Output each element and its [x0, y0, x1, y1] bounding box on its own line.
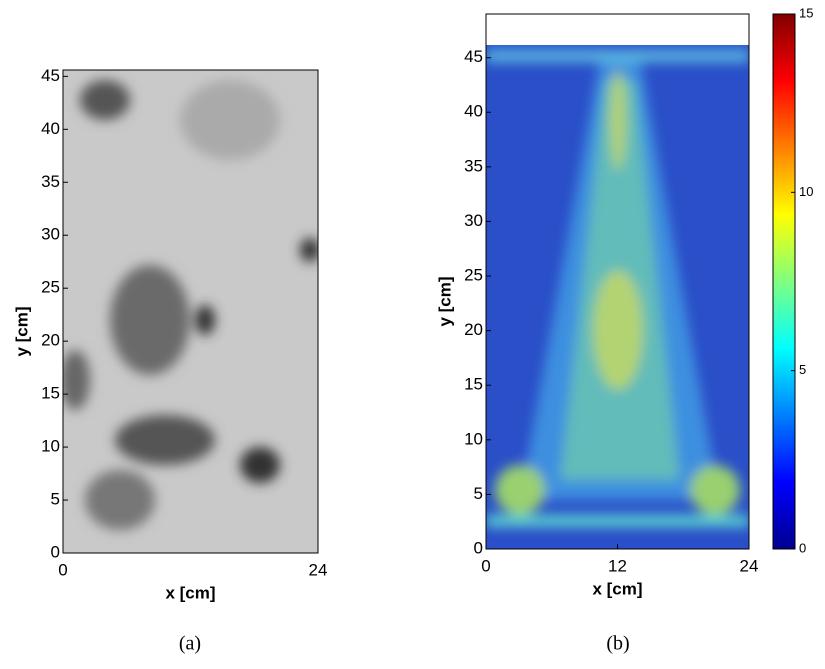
y-tick-label: 25: [41, 278, 60, 297]
colorbar-tick-label: 0: [799, 540, 806, 555]
axes-frame: [62, 69, 319, 554]
y-tick-label: 25: [464, 266, 483, 285]
x-tick-label: 0: [481, 556, 490, 575]
x-axis-label: x [cm]: [592, 579, 642, 598]
y-tick-label: 40: [41, 119, 60, 138]
axes-layer: 0 5 10 15 20 25 30 35 40 45 0 24 x [cm] y [cm] (a) 0 5 10…: [12, 5, 813, 654]
x-axis-label: x [cm]: [165, 583, 215, 602]
colorbar-tick-label: 15: [799, 5, 813, 20]
y-tick-label: 0: [474, 538, 483, 557]
panel-caption: (a): [179, 633, 201, 655]
y-tick-label: 5: [51, 490, 60, 509]
y-tick-label: 10: [464, 429, 483, 448]
colorbar-tick-label: 5: [799, 362, 806, 377]
y-tick-label: 45: [41, 66, 60, 85]
y-tick-label: 35: [41, 172, 60, 191]
y-tick-label: 5: [474, 484, 483, 503]
y-tick-label: 15: [464, 375, 483, 394]
x-tick-label: 12: [608, 556, 627, 575]
x-tick-label: 24: [309, 560, 328, 579]
y-axis-label: y [cm]: [12, 306, 31, 356]
y-tick-label: 30: [464, 211, 483, 230]
y-tick-label: 40: [464, 102, 483, 121]
y-tick-label: 45: [464, 47, 483, 66]
y-tick-label: 20: [41, 331, 60, 350]
y-tick-label: 0: [51, 542, 60, 561]
y-tick-label: 10: [41, 437, 60, 456]
x-tick-label: 24: [740, 556, 759, 575]
colorbar-tick-label: 10: [799, 184, 813, 199]
panel-caption: (b): [606, 633, 629, 655]
y-tick-label: 35: [464, 156, 483, 175]
velocity-field: [486, 45, 749, 549]
piv-image: [63, 70, 318, 553]
y-tick-label: 30: [41, 225, 60, 244]
y-tick-label: 20: [464, 320, 483, 339]
x-tick-label: 0: [58, 560, 67, 579]
y-tick-label: 15: [41, 384, 60, 403]
colorbar: [772, 13, 796, 550]
y-axis-label: y [cm]: [435, 276, 454, 326]
